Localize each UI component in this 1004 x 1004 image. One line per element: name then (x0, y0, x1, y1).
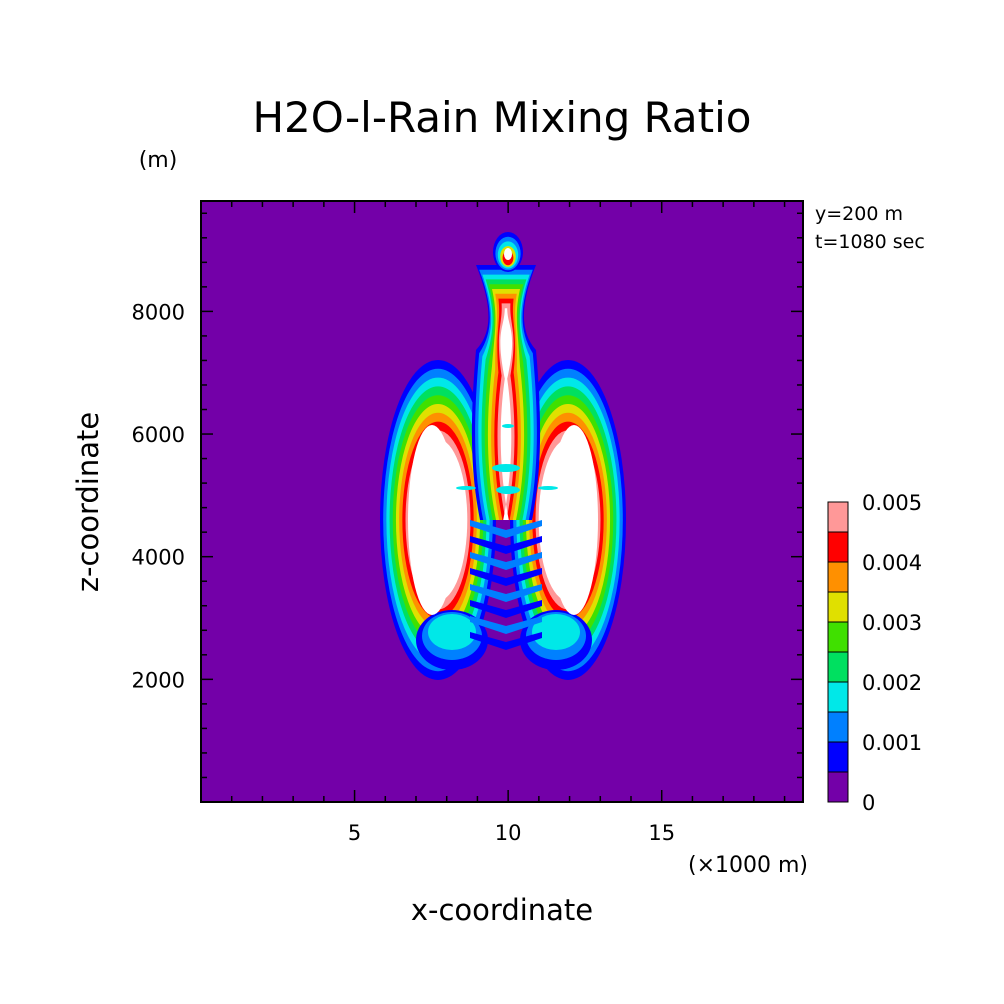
x-unit-label: (×1000 m) (688, 853, 808, 878)
feature-2 (496, 486, 520, 494)
colorbar-swatch-5 (827, 621, 849, 653)
left-lobe-core (408, 425, 456, 615)
feature-3 (456, 486, 476, 490)
ragged-band-3 (470, 568, 542, 586)
ragged-band-4 (470, 584, 542, 602)
colorbar-label-3: 0.003 (862, 611, 922, 635)
feature-1 (492, 464, 520, 472)
x-axis-label: x-coordinate (411, 893, 593, 927)
right-lobe-core (550, 425, 598, 615)
ragged-band-1 (470, 536, 542, 554)
colorbar-label-0: 0 (862, 791, 875, 815)
axis-ticks (201, 201, 803, 802)
colorbar-swatch-0 (827, 771, 849, 803)
colorbar-label-1: 0.001 (862, 731, 922, 755)
colorbar-label-5: 0.005 (862, 491, 922, 515)
colorbar (827, 501, 849, 803)
y-axis-label: z-coordinate (71, 412, 105, 592)
colorbar-swatch-4 (827, 651, 849, 683)
x-tick-label-1: 10 (495, 821, 522, 845)
chart-title: H2O-l-Rain Mixing Ratio (252, 93, 751, 142)
y-tick-label-3: 8000 (132, 300, 185, 324)
colorbar-swatch-2 (827, 711, 849, 743)
colorbar-label-2: 0.002 (862, 671, 922, 695)
left-foot-band-2 (428, 614, 476, 650)
x-tick-label-0: 5 (348, 821, 361, 845)
colorbar-swatch-6 (827, 591, 849, 623)
ragged-band-5 (470, 600, 542, 618)
colorbar-label-4: 0.004 (862, 551, 922, 575)
y-tick-label-0: 2000 (132, 668, 185, 692)
y-tick-label-1: 4000 (132, 546, 185, 570)
ragged-band-0 (470, 520, 542, 538)
ragged-band-2 (470, 552, 542, 570)
x-tick-label-2: 15 (648, 821, 675, 845)
right-foot-band-2 (532, 614, 580, 650)
colorbar-swatch-1 (827, 741, 849, 773)
y-tick-label-2: 6000 (132, 423, 185, 447)
top-cap-core (504, 248, 512, 260)
colorbar-labels: 0 0.001 0.002 0.003 0.004 0.005 (862, 491, 922, 815)
info-line-1: y=200 m (815, 203, 903, 225)
axis-tick-labels: 5 10 15 2000 4000 6000 8000 (132, 300, 676, 845)
feature-4 (538, 486, 558, 490)
colorbar-swatch-9 (827, 501, 849, 533)
colorbar-swatch-7 (827, 561, 849, 593)
info-line-2: t=1080 sec (815, 231, 925, 253)
feature-0 (502, 424, 514, 428)
ragged-band-6 (470, 616, 542, 634)
plot-frame (200, 200, 804, 803)
ragged-band-7 (470, 632, 542, 650)
contour-field (380, 232, 626, 680)
colorbar-swatch-8 (827, 531, 849, 563)
y-unit-label: (m) (139, 148, 178, 173)
colorbar-swatch-3 (827, 681, 849, 713)
